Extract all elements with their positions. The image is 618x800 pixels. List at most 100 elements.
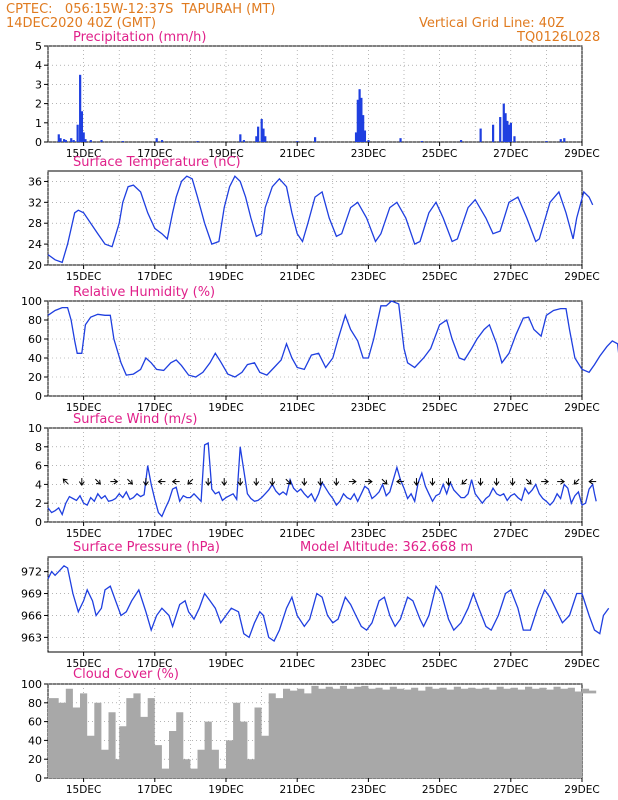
ytick-label: 20 <box>28 371 42 384</box>
xtick-label: 29DEC <box>564 402 599 414</box>
wind-arrow-head <box>588 478 593 485</box>
xtick-label: 25DEC <box>422 528 457 540</box>
xtick-label: 25DEC <box>422 148 457 160</box>
precip-bar <box>508 124 511 142</box>
wind-arrow-head <box>128 479 133 485</box>
xtick-label: 23DEC <box>351 148 386 160</box>
wind-arrow-head <box>509 481 516 486</box>
xtick-label: 15DEC <box>66 528 101 540</box>
precip-bar <box>513 136 516 142</box>
panel-frame-3 <box>47 427 583 523</box>
precip-bar <box>296 141 299 142</box>
precip-bar <box>559 139 562 142</box>
ytick-label: 3 <box>35 78 42 91</box>
panel-frame-1 <box>47 170 583 266</box>
precip-bar <box>362 115 365 142</box>
xtick-label: 23DEC <box>351 528 386 540</box>
precip-bar <box>64 140 67 142</box>
precip-bar <box>545 141 548 142</box>
xtick-label: 29DEC <box>564 658 599 670</box>
ytick-label: 40 <box>28 352 42 365</box>
wind-arrow-head <box>205 481 212 486</box>
wind-arrow <box>461 478 468 485</box>
wind-arrow-head <box>493 481 500 486</box>
wind-arrow-head <box>142 481 149 486</box>
precip-bar <box>79 74 82 142</box>
ytick-label: 6 <box>35 460 42 473</box>
precip-bar <box>155 138 158 142</box>
xtick-label: 15DEC <box>66 402 101 414</box>
precip-bar <box>264 136 267 142</box>
xtick-label: 15DEC <box>66 148 101 160</box>
wind-arrow-head <box>382 479 388 485</box>
precip-bar <box>242 140 245 142</box>
xtick-label: 25DEC <box>422 784 457 796</box>
ytick-label: 8 <box>35 441 42 454</box>
ytick-label: 80 <box>28 697 42 710</box>
wind-arrow-head <box>95 479 101 485</box>
precip-bar <box>76 124 79 142</box>
panel-frame-4 <box>47 556 583 653</box>
wind-arrow <box>525 478 532 485</box>
precip-bar <box>509 122 512 142</box>
xtick-label: 27DEC <box>493 784 528 796</box>
xtick-label: 27DEC <box>493 148 528 160</box>
ytick-label: 5 <box>35 40 42 53</box>
xtick-label: 29DEC <box>564 271 599 283</box>
panel-title: Relative Humidity (%) <box>73 285 215 300</box>
precip-bar <box>499 117 502 142</box>
wind-arrow-head <box>269 481 276 486</box>
xtick-label: 17DEC <box>137 148 172 160</box>
ytick-label: 32 <box>28 196 42 209</box>
series-line <box>47 441 597 518</box>
wind-arrow-head <box>461 479 467 485</box>
precip-bar <box>57 134 60 142</box>
wind-arrow <box>127 478 133 485</box>
precip-bar <box>255 136 258 142</box>
ytick-label: 60 <box>28 333 42 346</box>
wind-arrow-head <box>429 481 436 486</box>
xtick-label: 21DEC <box>279 784 314 796</box>
precip-bar <box>70 138 73 142</box>
precip-bar <box>160 140 164 142</box>
ytick-label: 100 <box>21 678 42 691</box>
ytick-label: 10 <box>28 422 42 435</box>
precip-bar <box>563 138 566 142</box>
ytick-label: 1 <box>35 117 42 130</box>
series-line <box>47 175 594 264</box>
xtick-label: 15DEC <box>66 271 101 283</box>
wind-arrow-head <box>237 481 244 486</box>
ytick-label: 963 <box>21 631 42 644</box>
xtick-label: 17DEC <box>137 658 172 670</box>
xtick-label: 19DEC <box>208 528 243 540</box>
panel-frame-2 <box>47 300 583 397</box>
wind-arrow-head <box>333 481 340 486</box>
xtick-label: 21DEC <box>279 148 314 160</box>
wind-arrow-head <box>317 481 324 486</box>
panel-title: Cloud Cover (%) <box>73 667 179 682</box>
wind-arrow-head <box>526 479 532 485</box>
cloud-area <box>48 685 597 778</box>
precip-bar <box>358 89 361 142</box>
ytick-label: 0 <box>35 390 42 403</box>
xtick-label: 17DEC <box>137 402 172 414</box>
xtick-label: 23DEC <box>351 271 386 283</box>
ytick-label: 4 <box>35 478 42 491</box>
precip-bar <box>502 103 505 142</box>
wind-arrow <box>187 478 194 485</box>
wind-arrow-head <box>544 478 549 485</box>
wind-arrow-head <box>171 478 177 485</box>
xtick-label: 25DEC <box>422 658 457 670</box>
wind-arrow <box>285 478 292 485</box>
xtick-label: 23DEC <box>351 658 386 670</box>
header-grid-note: Vertical Grid Line: 40Z <box>419 16 565 31</box>
wind-arrow-head <box>113 478 119 485</box>
precip-bar <box>492 124 495 142</box>
panel-title: Surface Wind (m/s) <box>73 412 197 427</box>
ytick-label: 2 <box>35 98 42 111</box>
wind-arrow-head <box>286 479 292 485</box>
xtick-label: 19DEC <box>208 658 243 670</box>
xtick-label: 15DEC <box>66 658 101 670</box>
ytick-label: 0 <box>35 516 42 529</box>
wind-arrow-head <box>368 478 373 485</box>
